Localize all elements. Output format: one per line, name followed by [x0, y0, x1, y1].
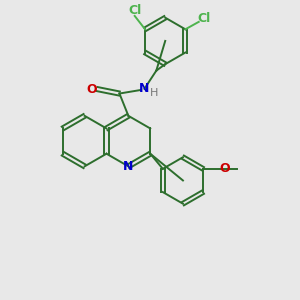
- Text: N: N: [139, 82, 150, 95]
- Text: N: N: [123, 160, 134, 173]
- Text: H: H: [150, 88, 158, 98]
- Text: O: O: [86, 82, 97, 96]
- Text: O: O: [220, 162, 230, 175]
- Text: Cl: Cl: [128, 4, 141, 17]
- Text: Cl: Cl: [197, 12, 211, 26]
